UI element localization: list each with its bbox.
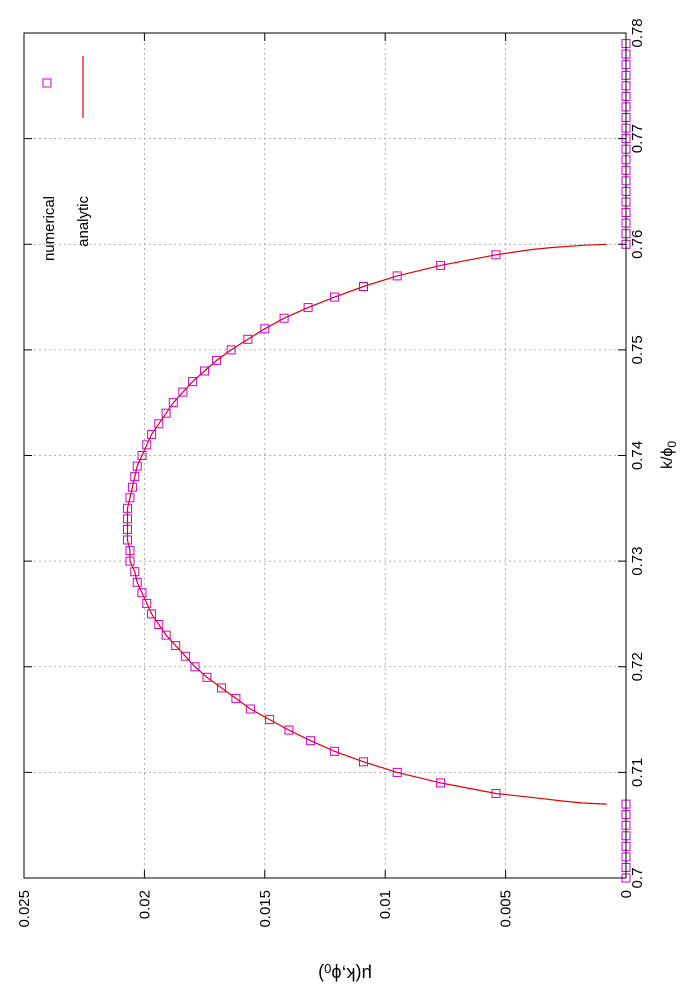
y-tick-label: 0.005 xyxy=(498,890,515,928)
numerical-point xyxy=(491,250,501,260)
numerical-point xyxy=(436,260,446,270)
numerical-point xyxy=(279,313,289,323)
numerical-point xyxy=(161,408,171,418)
numerical-point xyxy=(130,472,140,482)
y-axis-label: μ(k,ϕ0) xyxy=(318,961,372,984)
numerical-point xyxy=(132,577,142,587)
numerical-point xyxy=(147,609,157,619)
numerical-point xyxy=(132,461,142,471)
numerical-point xyxy=(125,546,135,556)
numerical-point xyxy=(123,514,132,524)
x-axis-label-subscript: 0 xyxy=(665,441,679,448)
analytic-line xyxy=(126,243,607,805)
x-tick-label: 0.76 xyxy=(629,230,646,259)
numerical-point xyxy=(212,355,222,365)
x-tick-label: 0.78 xyxy=(629,18,646,47)
numerical-point xyxy=(123,524,132,534)
numerical-point xyxy=(123,535,132,545)
numerical-point xyxy=(265,715,275,725)
legend-marker-numerical xyxy=(42,78,52,88)
numerical-point xyxy=(202,672,212,682)
numerical-point xyxy=(178,387,188,397)
legend-label-analytic: analytic xyxy=(75,196,92,247)
numerical-point xyxy=(231,693,241,703)
numerical-point xyxy=(190,662,200,672)
numerical-point xyxy=(180,651,190,661)
numerical-point xyxy=(130,567,140,577)
x-tick-label: 0.72 xyxy=(629,652,646,681)
legend-label-numerical: numerical xyxy=(41,196,58,261)
y-tick-label: 0.025 xyxy=(16,890,33,928)
numerical-point xyxy=(125,493,135,503)
numerical-point xyxy=(137,588,147,598)
numerical-point xyxy=(123,503,132,513)
numerical-point xyxy=(330,746,340,756)
numerical-point xyxy=(226,345,236,355)
numerical-point xyxy=(245,704,255,714)
numerical-point xyxy=(392,767,402,777)
x-tick-label: 0.74 xyxy=(629,441,646,470)
numerical-point xyxy=(306,736,316,746)
numerical-point xyxy=(171,641,181,651)
axis-ticks xyxy=(23,32,627,879)
numerical-point xyxy=(154,419,164,429)
x-tick-label: 0.73 xyxy=(629,547,646,576)
grid xyxy=(24,33,626,878)
y-axis-label-subscript: 0 xyxy=(324,961,331,976)
numerical-point xyxy=(161,630,171,640)
numerical-point xyxy=(200,366,210,376)
legend: numerical analytic xyxy=(41,56,92,261)
numerical-point xyxy=(260,324,270,334)
y-axis-label-suffix: ) xyxy=(318,964,324,984)
x-tick-label: 0.71 xyxy=(629,758,646,787)
numerical-point xyxy=(303,303,313,313)
numerical-markers-layer xyxy=(123,39,631,883)
x-tick-label: 0.75 xyxy=(629,335,646,364)
x-axis-label-main: k/ϕ xyxy=(659,448,676,469)
numerical-point xyxy=(392,271,402,281)
y-axis-label-main: μ(k,ϕ xyxy=(331,964,371,984)
numerical-point xyxy=(359,757,368,767)
numerical-point xyxy=(142,598,152,608)
numerical-point xyxy=(142,440,152,450)
analytic-curve-layer xyxy=(126,243,607,805)
numerical-point xyxy=(284,725,294,735)
y-tick-label: 0.02 xyxy=(136,890,153,919)
y-tick-label: 0.01 xyxy=(377,890,394,919)
numerical-point xyxy=(436,778,446,788)
numerical-point xyxy=(127,482,137,492)
x-tick-label: 0.77 xyxy=(629,124,646,153)
y-tick-labels: 0 0.005 0.01 0.015 0.02 0.025 xyxy=(16,890,635,928)
numerical-point xyxy=(125,556,135,566)
numerical-point xyxy=(154,620,164,629)
numerical-point xyxy=(217,683,226,693)
numerical-point xyxy=(491,789,501,798)
x-axis-label: k/ϕ0 xyxy=(659,441,679,469)
numerical-point xyxy=(147,429,157,439)
y-tick-label: 0.015 xyxy=(257,890,274,928)
numerical-point xyxy=(243,334,253,344)
numerical-point xyxy=(168,398,178,408)
numerical-point xyxy=(359,282,368,291)
numerical-point xyxy=(330,292,340,302)
numerical-point xyxy=(137,451,147,460)
x-tick-labels: 0.7 0.71 0.72 0.73 0.74 0.75 0.76 0.77 0.78 xyxy=(629,18,646,888)
y-tick-label: 0 xyxy=(618,890,635,898)
numerical-point xyxy=(188,377,198,387)
x-tick-label: 0.7 xyxy=(629,868,646,889)
